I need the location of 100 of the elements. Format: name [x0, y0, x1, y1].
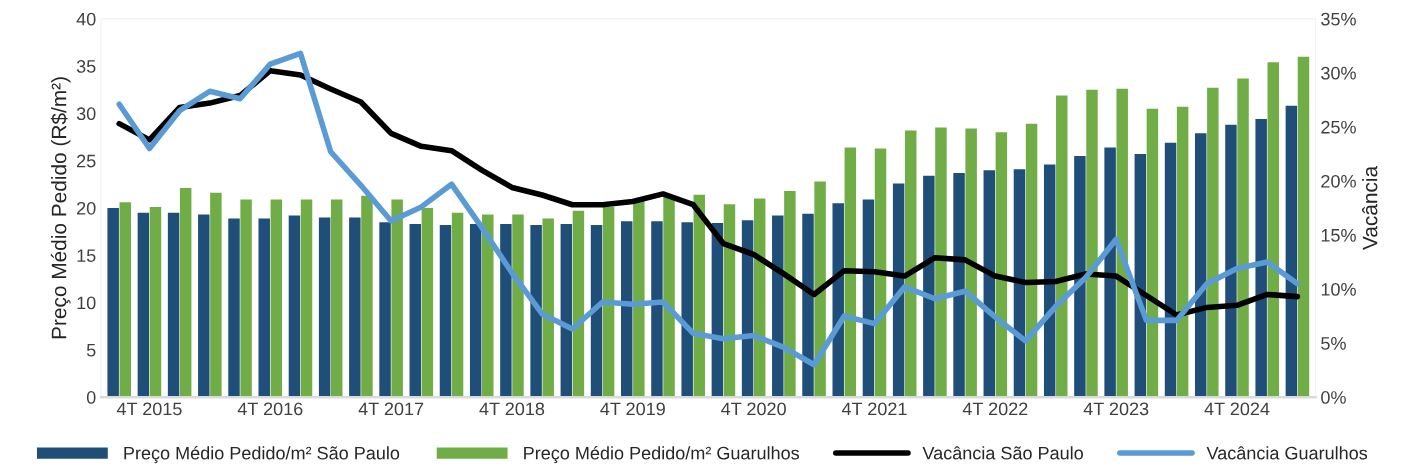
- bar: [451, 212, 464, 398]
- bar: [149, 207, 162, 398]
- bar: [965, 128, 977, 398]
- bar: [1074, 155, 1086, 398]
- x-tick-label: 4T 2023: [1083, 402, 1149, 416]
- x-tick-label: 4T 2016: [237, 402, 303, 416]
- y-tick-label: 15: [77, 249, 96, 262]
- x-tick-label: 4T 2024: [1204, 402, 1270, 416]
- legend-label: Preço Médio Pedido/m² Guarulhos: [524, 446, 800, 464]
- x-tick-label: 4T 2015: [116, 402, 182, 416]
- y-axis-title: Preço Médio Pedido (R$/m²): [50, 77, 71, 339]
- y2-tick-label: 30%: [1321, 66, 1356, 80]
- bar: [681, 222, 693, 398]
- bar: [530, 225, 542, 398]
- bar: [1225, 124, 1237, 398]
- bar: [421, 207, 434, 398]
- bar: [983, 170, 996, 398]
- bar: [651, 221, 663, 398]
- bar: [240, 199, 252, 398]
- y2-tick-label: 5%: [1321, 337, 1346, 350]
- bar: [995, 132, 1008, 398]
- bar: [923, 175, 935, 398]
- legend-label: Vacância São Paulo: [922, 446, 1083, 460]
- bar: [137, 212, 150, 398]
- y2-tick-label: 35%: [1321, 12, 1356, 26]
- x-tick-label: 4T 2021: [841, 402, 907, 416]
- bar: [633, 200, 645, 398]
- y2-tick-label: 25%: [1321, 120, 1356, 134]
- legend-label: Vacância Guarulhos: [1206, 446, 1368, 460]
- bar: [1176, 106, 1189, 398]
- bar: [349, 217, 361, 398]
- bar: [814, 181, 826, 398]
- bar: [107, 207, 119, 398]
- bar: [590, 225, 603, 398]
- bar: [210, 192, 222, 398]
- bar: [391, 199, 403, 398]
- bar: [270, 199, 283, 398]
- legend-label: Preço Médio Pedido/m² São Paulo: [124, 446, 400, 464]
- y-tick-label: 25: [77, 154, 96, 168]
- bar: [300, 199, 313, 398]
- bar: [1056, 95, 1068, 398]
- bar: [1267, 62, 1279, 398]
- bar: [1207, 87, 1219, 398]
- bar: [904, 130, 917, 398]
- bar: [723, 204, 736, 398]
- bar: [1164, 142, 1177, 398]
- y2-tick-label: 15%: [1321, 229, 1356, 242]
- bar: [512, 214, 524, 398]
- bar: [361, 195, 373, 398]
- bar: [874, 148, 887, 398]
- bar: [772, 215, 784, 398]
- bar: [784, 190, 796, 398]
- bar: [1104, 147, 1116, 398]
- bar: [832, 203, 844, 398]
- bar: [1116, 88, 1128, 398]
- bar: [1237, 78, 1249, 398]
- bar: [379, 222, 391, 398]
- bar: [621, 221, 633, 398]
- y-tick-label: 0: [86, 391, 96, 404]
- bar: [119, 202, 131, 398]
- bar: [409, 224, 422, 398]
- bar: [318, 217, 331, 398]
- bar: [1255, 119, 1267, 398]
- x-tick-label: 4T 2017: [358, 402, 424, 416]
- bar: [288, 215, 301, 398]
- bar: [1086, 89, 1098, 398]
- y2-tick-label: 0%: [1321, 391, 1346, 404]
- y2-tick-label: 10%: [1321, 282, 1356, 296]
- bar: [953, 172, 965, 398]
- y-tick-label: 40: [76, 12, 96, 26]
- bar: [500, 224, 512, 398]
- bar: [572, 210, 585, 398]
- x-tick-label: 4T 2019: [600, 402, 665, 416]
- bar: [1013, 169, 1026, 398]
- y-tick-label: 35: [76, 60, 96, 73]
- bar: [439, 225, 452, 398]
- bar: [663, 195, 675, 398]
- bar: [1195, 133, 1207, 398]
- bar: [802, 213, 814, 398]
- y-tick-label: 20: [77, 201, 96, 215]
- bar: [482, 214, 494, 398]
- y-tick-label: 5: [86, 343, 96, 357]
- x-tick-label: 4T 2018: [479, 402, 545, 416]
- bar: [844, 147, 857, 398]
- y-tick-label: 10: [77, 296, 96, 310]
- bar: [167, 212, 180, 398]
- bar: [560, 224, 573, 398]
- bar: [228, 218, 240, 398]
- bar: [542, 218, 554, 398]
- bar: [179, 188, 192, 398]
- bar: [469, 224, 482, 398]
- bar: [1043, 164, 1056, 398]
- bar: [1025, 123, 1038, 398]
- y-tick-label: 30: [76, 107, 96, 121]
- bar: [935, 127, 947, 398]
- y2-axis-title: Vacância: [1362, 165, 1378, 250]
- bar: [1297, 56, 1310, 398]
- bar: [1285, 105, 1298, 398]
- x-tick-label: 4T 2020: [721, 402, 786, 416]
- bar: [1146, 108, 1159, 398]
